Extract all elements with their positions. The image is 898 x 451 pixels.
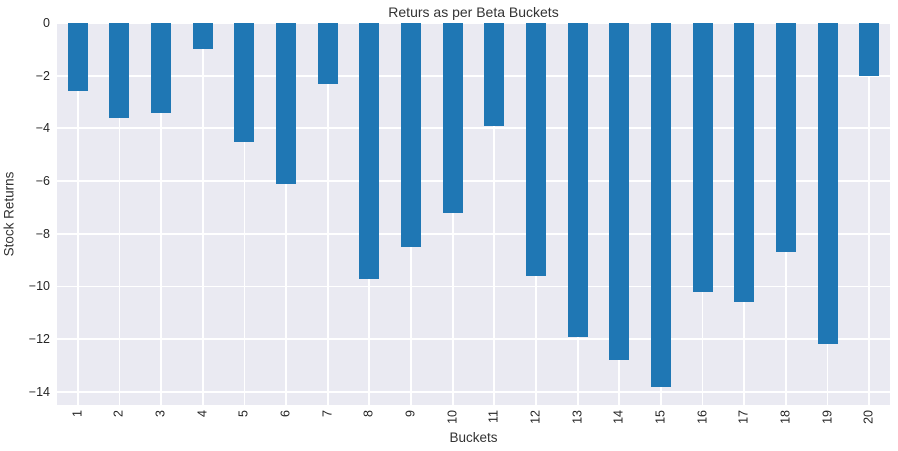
gridline-horizontal xyxy=(57,74,890,77)
gridline-vertical xyxy=(160,23,163,405)
bar xyxy=(276,23,297,184)
x-tick-label: 10 xyxy=(445,410,460,424)
gridline-horizontal xyxy=(57,127,890,130)
bar xyxy=(817,23,838,345)
y-tick-label: −6 xyxy=(35,174,50,189)
gridline-horizontal xyxy=(57,338,890,341)
plot-area xyxy=(57,23,890,405)
gridline-horizontal xyxy=(57,232,890,235)
gridline-vertical xyxy=(118,23,121,405)
gridline-vertical xyxy=(868,23,871,405)
bar xyxy=(317,23,338,84)
y-tick-label: −14 xyxy=(28,384,50,399)
gridline-horizontal xyxy=(57,285,890,288)
bar xyxy=(775,23,796,253)
gridline-vertical xyxy=(243,23,246,405)
bar xyxy=(192,23,213,50)
bar xyxy=(609,23,630,361)
x-axis-label: Buckets xyxy=(449,430,498,445)
x-tick-label: 19 xyxy=(820,410,835,424)
x-tick-label: 17 xyxy=(736,410,751,424)
bar xyxy=(151,23,172,113)
x-tick-label: 3 xyxy=(153,410,168,417)
x-tick-label: 14 xyxy=(611,410,626,424)
x-tick-label: 1 xyxy=(70,410,85,417)
y-tick-label: −8 xyxy=(35,226,50,241)
y-tick-label: −10 xyxy=(28,279,50,294)
x-tick-label: 5 xyxy=(236,410,251,417)
chart-title: Returs as per Beta Buckets xyxy=(388,4,559,20)
bar xyxy=(525,23,546,276)
bar xyxy=(442,23,463,213)
gridline-vertical xyxy=(451,23,454,405)
bar xyxy=(734,23,755,303)
gridline-horizontal xyxy=(57,180,890,182)
x-tick-label: 12 xyxy=(528,410,543,424)
x-tick-label: 20 xyxy=(861,410,876,424)
x-tick-label: 18 xyxy=(778,410,793,424)
y-tick-label: −4 xyxy=(35,121,50,136)
gridline-horizontal xyxy=(57,23,890,24)
gridline-vertical xyxy=(493,23,496,405)
y-tick-label: −2 xyxy=(35,68,50,83)
bar xyxy=(650,23,671,387)
x-tick-label: 9 xyxy=(403,410,418,417)
gridline-horizontal xyxy=(57,390,890,393)
x-tick-label: 13 xyxy=(570,410,585,424)
bar xyxy=(484,23,505,126)
x-tick-label: 15 xyxy=(653,410,668,424)
x-tick-label: 11 xyxy=(486,410,501,423)
bar xyxy=(67,23,88,92)
y-tick-label: −12 xyxy=(28,332,50,347)
x-tick-label: 7 xyxy=(320,410,335,417)
bar xyxy=(109,23,130,118)
x-tick-label: 6 xyxy=(278,410,293,417)
gridline-vertical xyxy=(76,23,79,405)
x-tick-label: 4 xyxy=(195,410,210,417)
gridline-vertical xyxy=(326,23,329,405)
bar xyxy=(859,23,880,76)
gridline-vertical xyxy=(285,23,287,405)
x-tick-label: 8 xyxy=(361,410,376,417)
x-tick-label: 2 xyxy=(111,410,126,417)
gridline-vertical xyxy=(201,23,204,405)
bar xyxy=(692,23,713,292)
x-tick-label: 16 xyxy=(695,410,710,424)
bar xyxy=(401,23,422,247)
bar xyxy=(567,23,588,337)
bar xyxy=(359,23,380,279)
bar xyxy=(234,23,255,142)
y-tick-label: 0 xyxy=(43,16,50,30)
